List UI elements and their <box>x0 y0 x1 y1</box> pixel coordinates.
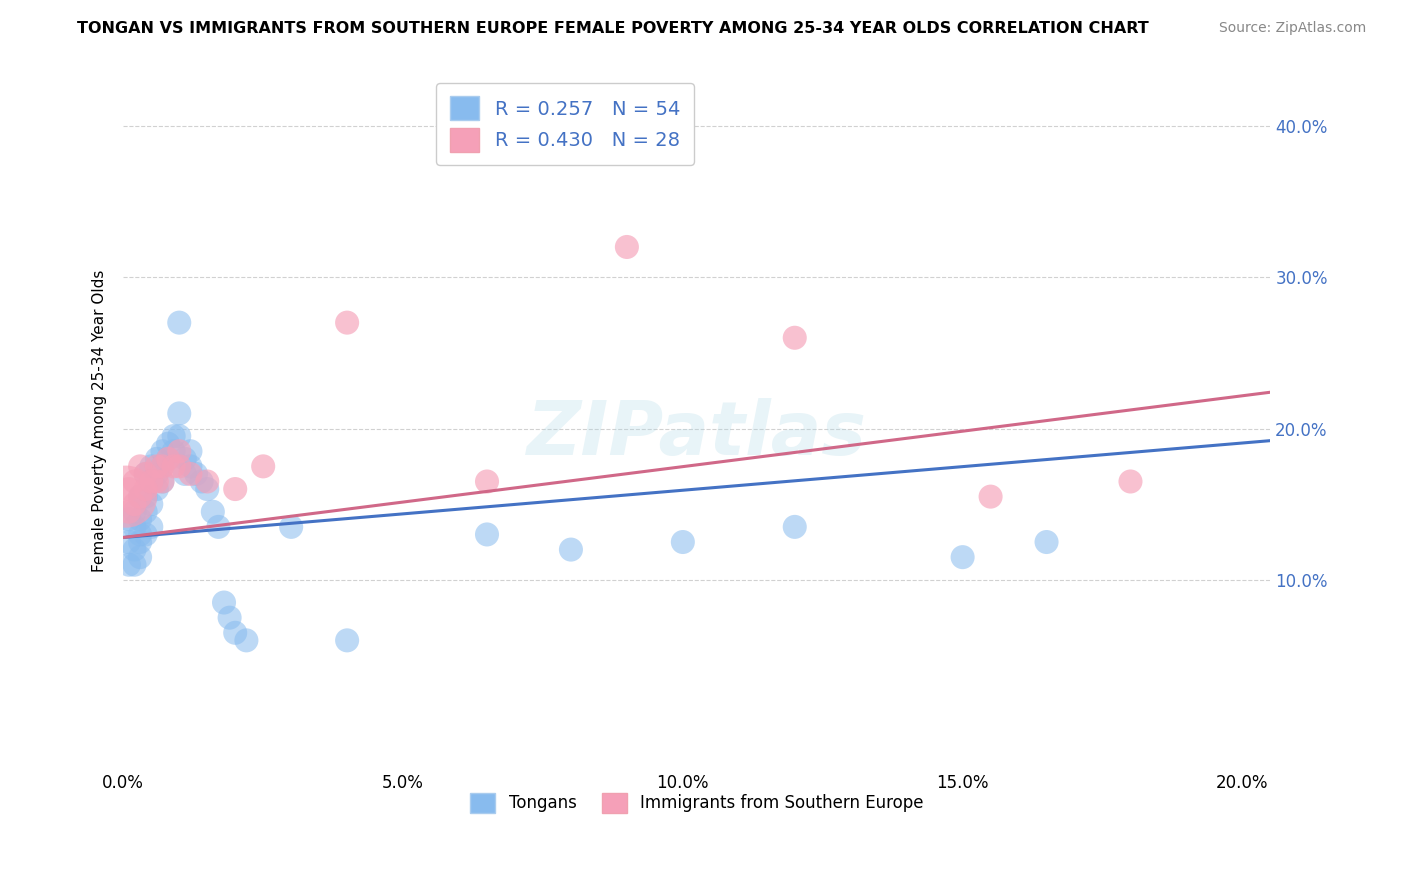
Point <box>280 520 302 534</box>
Point <box>336 316 359 330</box>
Point <box>218 610 240 624</box>
Point <box>167 444 190 458</box>
Point <box>163 444 186 458</box>
Point <box>252 459 274 474</box>
Point <box>124 475 146 489</box>
Point <box>146 459 169 474</box>
Legend: Tongans, Immigrants from Southern Europe: Tongans, Immigrants from Southern Europe <box>464 786 929 820</box>
Point <box>179 467 201 481</box>
Point <box>135 482 157 496</box>
Point <box>124 558 146 572</box>
Point <box>135 467 157 481</box>
Point <box>560 542 582 557</box>
Point <box>224 482 246 496</box>
Point <box>152 459 174 474</box>
Point <box>184 467 207 481</box>
Text: ZIPatlas: ZIPatlas <box>527 399 868 471</box>
Point <box>129 550 152 565</box>
Point <box>146 467 169 481</box>
Point <box>129 490 152 504</box>
Point <box>118 558 141 572</box>
Point <box>195 475 218 489</box>
Text: Source: ZipAtlas.com: Source: ZipAtlas.com <box>1219 21 1367 36</box>
Point <box>135 505 157 519</box>
Point <box>1119 475 1142 489</box>
Point <box>141 459 163 474</box>
Point <box>118 535 141 549</box>
Point <box>146 451 169 466</box>
Point <box>1035 535 1057 549</box>
Point <box>129 535 152 549</box>
Point <box>141 520 163 534</box>
Point <box>980 490 1002 504</box>
Point <box>616 240 638 254</box>
Point <box>952 550 974 565</box>
Point <box>167 429 190 443</box>
Point <box>163 429 186 443</box>
Point <box>135 527 157 541</box>
Point <box>235 633 257 648</box>
Point <box>129 459 152 474</box>
Point <box>783 331 806 345</box>
Point <box>179 444 201 458</box>
Point <box>152 459 174 474</box>
Point <box>163 459 186 474</box>
Point <box>783 520 806 534</box>
Point <box>157 451 180 466</box>
Point <box>118 512 141 526</box>
Point <box>212 595 235 609</box>
Point <box>157 451 180 466</box>
Point <box>129 527 152 541</box>
Point <box>146 475 169 489</box>
Point <box>224 625 246 640</box>
Point <box>173 467 195 481</box>
Point <box>124 505 146 519</box>
Point <box>195 482 218 496</box>
Point <box>167 459 190 474</box>
Point <box>207 520 229 534</box>
Point <box>152 475 174 489</box>
Point <box>124 520 146 534</box>
Point <box>118 482 141 496</box>
Point <box>146 482 169 496</box>
Point <box>672 535 695 549</box>
Point <box>152 444 174 458</box>
Point <box>173 451 195 466</box>
Point <box>179 459 201 474</box>
Point <box>135 490 157 504</box>
Point <box>135 467 157 481</box>
Point <box>201 505 224 519</box>
Point <box>167 406 190 420</box>
Point <box>141 475 163 489</box>
Text: TONGAN VS IMMIGRANTS FROM SOUTHERN EUROPE FEMALE POVERTY AMONG 25-34 YEAR OLDS C: TONGAN VS IMMIGRANTS FROM SOUTHERN EUROP… <box>77 21 1149 37</box>
Y-axis label: Female Poverty Among 25-34 Year Olds: Female Poverty Among 25-34 Year Olds <box>93 269 107 572</box>
Point <box>152 475 174 489</box>
Point <box>167 316 190 330</box>
Point <box>141 475 163 489</box>
Point <box>129 512 152 526</box>
Point <box>124 542 146 557</box>
Point <box>124 497 146 511</box>
Point <box>157 436 180 450</box>
Point <box>190 475 212 489</box>
Point <box>141 497 163 511</box>
Point <box>475 475 498 489</box>
Point <box>118 505 141 519</box>
Point <box>475 527 498 541</box>
Point <box>115 490 138 504</box>
Point <box>129 490 152 504</box>
Point <box>336 633 359 648</box>
